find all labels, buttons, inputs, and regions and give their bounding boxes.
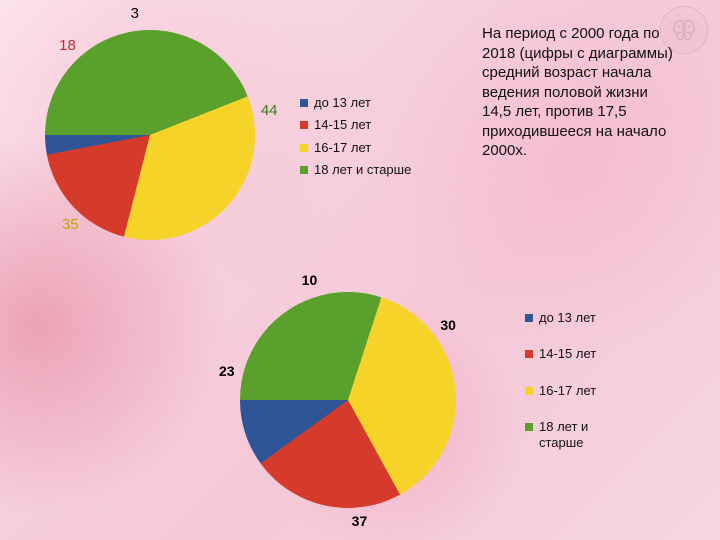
pie-slice-label: 30 — [440, 317, 456, 333]
legend-swatch — [300, 99, 308, 107]
legend-swatch — [300, 166, 308, 174]
legend-chart-1: до 13 лет 14-15 лет 16-17 лет 18 лет и стар… — [300, 95, 411, 178]
legend-chart-2: до 13 лет 14-15 лет 16-17 лет 18 лет и стар… — [525, 310, 623, 451]
legend-label: 16-17 лет — [314, 140, 371, 156]
legend-label: 18 лет и старше — [314, 162, 411, 178]
legend-label: 18 лет и старше — [539, 419, 623, 452]
pie-chart-1 — [45, 30, 255, 240]
pie-slice-label: 44 — [261, 102, 278, 119]
pie-slice-label: 18 — [59, 37, 76, 54]
slide-canvas: На период с 2000 года по 2018 (цифры с д… — [0, 0, 720, 540]
legend-item: 16-17 лет — [525, 383, 623, 399]
pie-slice-label: 35 — [62, 216, 79, 233]
legend-label: 14-15 лет — [539, 346, 596, 362]
legend-item: 18 лет и старше — [525, 419, 623, 452]
legend-swatch — [525, 350, 533, 358]
legend-item: до 13 лет — [525, 310, 623, 326]
legend-swatch — [300, 144, 308, 152]
caption-text: На период с 2000 года по 2018 (цифры с д… — [482, 24, 702, 161]
legend-label: 14-15 лет — [314, 117, 371, 133]
pie-slice-label: 37 — [352, 513, 368, 529]
pie-chart-2 — [240, 292, 456, 508]
pie-slice-label: 10 — [302, 272, 318, 288]
legend-item: 14-15 лет — [300, 117, 411, 133]
legend-swatch — [525, 423, 533, 431]
legend-swatch — [525, 387, 533, 395]
pie-slice-label: 23 — [219, 363, 235, 379]
legend-item: 18 лет и старше — [300, 162, 411, 178]
pie-slice-label: 3 — [131, 5, 139, 22]
legend-item: 14-15 лет — [525, 346, 623, 362]
legend-item: 16-17 лет — [300, 140, 411, 156]
legend-label: 16-17 лет — [539, 383, 596, 399]
legend-label: до 13 лет — [314, 95, 371, 111]
legend-swatch — [300, 121, 308, 129]
legend-item: до 13 лет — [300, 95, 411, 111]
legend-label: до 13 лет — [539, 310, 596, 326]
legend-swatch — [525, 314, 533, 322]
